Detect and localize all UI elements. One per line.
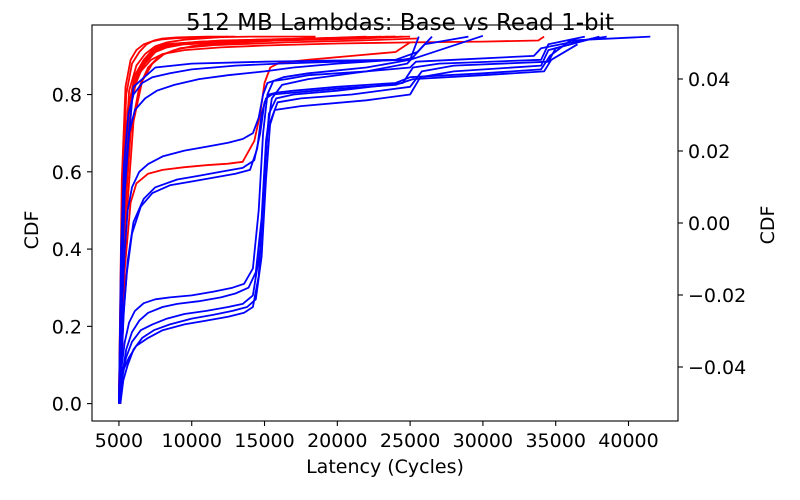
x-axis: 5000 10000 15000 20000 25000 30000 35000 40000 (95, 421, 659, 452)
y-right-tick-label: 0.04 (688, 69, 730, 91)
x-tick-label: 35000 (525, 430, 585, 452)
cdf-series-blue-20 (119, 35, 600, 404)
y-axis-left: 0.0 0.2 0.4 0.6 0.8 (52, 85, 92, 416)
y-tick-label: 0.2 (52, 316, 82, 338)
x-tick-label: 30000 (453, 430, 513, 452)
x-axis-label: Latency (Cycles) (306, 456, 464, 478)
y-axis-label-left: CDF (21, 211, 43, 250)
x-tick-label: 15000 (234, 430, 294, 452)
cdf-series-red-2 (119, 35, 389, 404)
x-tick-label: 25000 (380, 430, 440, 452)
cdf-series-blue-14 (118, 35, 607, 404)
cdf-series-blue-17 (118, 36, 420, 404)
cdf-series-blue-16 (118, 43, 578, 404)
y-tick-label: 0.6 (52, 162, 82, 184)
cdf-series-red-11 (118, 35, 316, 404)
x-tick-label: 40000 (598, 430, 658, 452)
cdf-series-blue-21 (118, 37, 593, 404)
cdf-series-blue-19 (118, 35, 585, 404)
y-tick-label: 0.8 (52, 85, 82, 107)
y-tick-label: 0.0 (52, 394, 82, 416)
y-right-tick-label: −0.04 (688, 357, 746, 379)
chart-title: 512 MB Lambdas: Base vs Read 1-bit (186, 10, 614, 36)
y-right-tick-label: 0.00 (688, 213, 730, 235)
y-axis-label-right: CDF (757, 206, 779, 245)
y-right-tick-label: 0.02 (688, 141, 730, 163)
y-axis-right: −0.04 −0.02 0.00 0.02 0.04 (678, 69, 746, 379)
series-layer (118, 34, 651, 404)
x-tick-label: 5000 (95, 430, 143, 452)
y-right-tick-label: −0.02 (688, 285, 746, 307)
x-tick-label: 20000 (307, 430, 367, 452)
cdf-series-blue-15 (119, 35, 651, 404)
cdf-series-blue-24 (118, 34, 484, 404)
y-tick-label: 0.4 (52, 239, 82, 261)
cdf-series-blue-18 (118, 35, 469, 404)
x-tick-label: 10000 (162, 430, 222, 452)
cdf-series-red-5 (118, 35, 382, 404)
cdf-series-red-13 (119, 41, 411, 404)
cdf-series-blue-23 (118, 56, 415, 404)
